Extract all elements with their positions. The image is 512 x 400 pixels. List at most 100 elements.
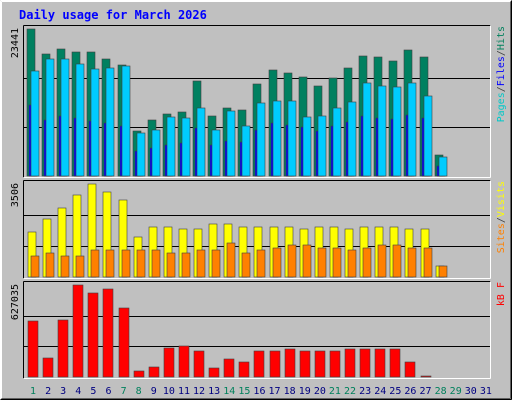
panel-2-legend: Sites/Visits — [496, 181, 507, 253]
x-tick-label-day-13: 13 — [208, 386, 220, 397]
x-tick-label-day-10: 10 — [163, 386, 175, 397]
bar-panel3-series1-day14 — [223, 358, 235, 378]
bar-panel2-series2-day15 — [241, 252, 251, 278]
panel-3-legend: kB F — [496, 282, 507, 306]
x-tick-label-day-7: 7 — [121, 386, 127, 397]
bar-panel3-series1-day13 — [208, 367, 220, 378]
bar-panel1-series3-day6 — [105, 67, 115, 177]
bar-panel3-series1-day24 — [374, 348, 386, 378]
bar-panel3-series1-day17 — [269, 350, 281, 378]
bar-panel2-series2-day11 — [181, 252, 191, 278]
bar-panel1-series3-day15 — [241, 125, 251, 177]
bar-panel1-series3-day25 — [392, 86, 402, 177]
x-tick-label-day-24: 24 — [374, 386, 386, 397]
bar-panel3-series1-day8 — [133, 370, 145, 378]
x-tick-label-day-22: 22 — [344, 386, 356, 397]
bar-panel1-series3-day2 — [45, 58, 55, 177]
x-tick-label-day-1: 1 — [30, 386, 36, 397]
bar-panel3-series1-day23 — [359, 348, 371, 378]
bar-panel2-series2-day22 — [347, 249, 357, 278]
bar-panel1-series3-day10 — [166, 116, 176, 177]
x-tick-label-day-5: 5 — [90, 386, 96, 397]
chart-title: Daily usage for March 2026 — [19, 8, 207, 22]
x-tick-label-day-12: 12 — [193, 386, 205, 397]
bar-panel2-series2-day3 — [60, 255, 70, 278]
panel-1-legend-item-1: Pages — [496, 92, 507, 122]
bar-panel3-series1-day5 — [87, 292, 99, 378]
panel-1-frame — [23, 25, 491, 178]
bar-panel3-series1-day25 — [389, 348, 401, 378]
x-tick-label-day-14: 14 — [223, 386, 235, 397]
bar-panel1-series3-day14 — [226, 110, 236, 177]
panel-1-legend: Pages/Files/Hits — [496, 26, 507, 122]
bar-panel2-series2-day28 — [438, 265, 448, 278]
bar-panel1-series3-day12 — [196, 107, 206, 177]
bar-panel2-series2-day21 — [332, 247, 342, 278]
x-tick-label-day-11: 11 — [178, 386, 190, 397]
panel-1-ymax-label: 23441 — [10, 28, 21, 58]
bar-panel1-series3-day5 — [90, 68, 100, 177]
bar-panel2-series2-day8 — [136, 249, 146, 278]
bar-panel3-series1-day4 — [72, 284, 84, 378]
bar-panel1-series3-day1 — [30, 70, 40, 177]
bar-panel3-series1-day21 — [329, 350, 341, 378]
panel-2-legend-item-2: / — [496, 217, 507, 223]
bar-panel2-series2-day23 — [362, 247, 372, 278]
bar-panel2-series2-day19 — [302, 244, 312, 278]
panel-3-legend-item-1: kB F — [496, 282, 507, 306]
x-tick-label-day-16: 16 — [253, 386, 265, 397]
bar-panel1-series3-day4 — [75, 63, 85, 177]
x-tick-label-day-3: 3 — [60, 386, 66, 397]
bar-panel1-series3-day20 — [317, 115, 327, 177]
x-tick-label-day-18: 18 — [284, 386, 296, 397]
panel-1-legend-item-4: / — [496, 50, 507, 56]
panel-2-legend-item-1: Sites — [496, 223, 507, 253]
x-tick-label-day-23: 23 — [359, 386, 371, 397]
bar-panel3-series1-day19 — [299, 350, 311, 378]
panel-1-legend-item-3: Files — [496, 56, 507, 86]
bar-panel3-series1-day16 — [253, 350, 265, 378]
bar-panel1-series3-day24 — [377, 85, 387, 177]
x-tick-label-day-2: 2 — [45, 386, 51, 397]
bar-panel3-series1-day27 — [420, 375, 432, 378]
bar-panel1-series3-day9 — [151, 129, 161, 177]
bar-panel2-series2-day14 — [226, 242, 236, 278]
x-tick-label-day-17: 17 — [269, 386, 281, 397]
x-tick-label-day-9: 9 — [151, 386, 157, 397]
bar-panel3-series1-day18 — [284, 348, 296, 378]
bar-panel2-series2-day4 — [75, 255, 85, 278]
bar-panel1-series3-day22 — [347, 101, 357, 177]
bar-panel1-series3-day27 — [423, 95, 433, 177]
bar-panel3-series1-day1 — [27, 320, 39, 378]
bar-panel2-series2-day24 — [377, 244, 387, 278]
panel-2: 3506 Sites/Visits — [10, 180, 507, 279]
x-tick-label-day-21: 21 — [329, 386, 341, 397]
bar-panel1-series3-day8 — [136, 132, 146, 177]
bar-panel3-series1-day6 — [102, 288, 114, 378]
panel-2-frame — [23, 180, 491, 279]
panel-1-legend-item-5: Hits — [496, 26, 507, 50]
bar-panel3-series1-day9 — [148, 366, 160, 378]
bar-panel1-series3-day3 — [60, 58, 70, 177]
bar-panel1-series3-day19 — [302, 116, 312, 177]
panel-3-ymax-label: 627035 — [10, 284, 21, 320]
panel-2-ymax-label: 3506 — [10, 183, 21, 207]
bar-panel3-series1-day7 — [118, 307, 130, 378]
bar-panel2-series2-day10 — [166, 252, 176, 278]
bar-panel2-series2-day18 — [287, 244, 297, 278]
x-tick-label-day-6: 6 — [105, 386, 111, 397]
bar-panel3-series1-day22 — [344, 348, 356, 378]
panel-1-legend-item-2: / — [496, 86, 507, 92]
x-tick-label-day-8: 8 — [136, 386, 142, 397]
bar-panel3-series1-day15 — [238, 361, 250, 378]
panel-3: 627035 kB F — [10, 281, 507, 379]
x-tick-label-day-29: 29 — [450, 386, 462, 397]
panel-2-legend-item-3: Visits — [496, 181, 507, 217]
bar-panel2-series2-day16 — [256, 249, 266, 278]
bar-panel1-series3-day11 — [181, 117, 191, 177]
x-tick-label-day-30: 30 — [465, 386, 477, 397]
x-tick-label-day-31: 31 — [480, 386, 492, 397]
